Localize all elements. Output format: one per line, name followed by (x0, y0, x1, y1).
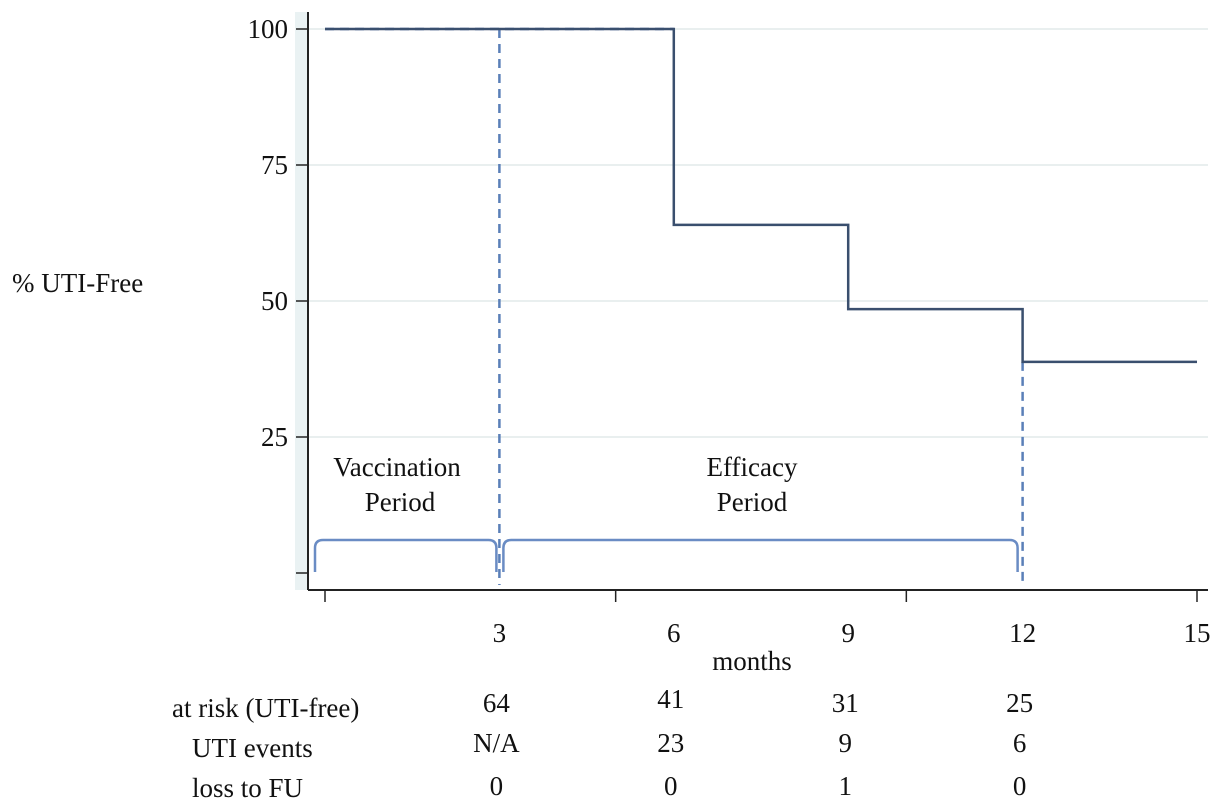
risk-value-r0-c2: 31 (832, 688, 859, 718)
risk-value-r1-c1: 23 (657, 728, 684, 758)
risk-value-r0-c1: 41 (657, 684, 684, 714)
survival-step-line (325, 27, 1197, 364)
y-tick-label-25: 25 (261, 422, 288, 452)
labels: % UTI-Free months Vaccination Period Eff… (12, 268, 798, 803)
y-tick-label-100: 100 (248, 14, 289, 44)
x-tick-label-6: 6 (667, 618, 681, 648)
risk-table-values: 64 41 31 25 N/A 23 9 6 0 0 1 0 (473, 684, 1033, 801)
efficacy-period-label-line2: Period (717, 487, 788, 517)
risk-value-r2-c1: 0 (664, 771, 678, 801)
risk-value-r1-c2: 9 (838, 728, 852, 758)
y-tick-label-75: 75 (261, 150, 288, 180)
y-tick-label-50: 50 (261, 286, 288, 316)
x-tick-label-15: 15 (1184, 618, 1211, 648)
risk-value-r0-c3: 25 (1006, 688, 1033, 718)
period-brackets (313, 538, 1019, 572)
risk-value-r2-c0: 0 (490, 771, 504, 801)
x-axis-title: months (712, 646, 792, 676)
efficacy-period-label-line1: Efficacy (707, 452, 798, 482)
axes: 100 75 50 25 3 6 9 12 15 (248, 12, 1211, 648)
risk-row-label-loss-to-fu: loss to FU (192, 773, 303, 803)
survival-series (324, 27, 1198, 364)
x-tick-label-9: 9 (841, 618, 855, 648)
risk-row-label-uti-events: UTI events (192, 733, 313, 763)
risk-value-r2-c3: 0 (1013, 771, 1027, 801)
x-tick-label-3: 3 (493, 618, 507, 648)
risk-row-label-at-risk: at risk (UTI-free) (172, 693, 359, 723)
period-bracket-vaccination (313, 538, 498, 572)
period-bracket-efficacy (502, 538, 1019, 572)
risk-value-r0-c0: 64 (483, 688, 511, 718)
x-tick-label-12: 12 (1009, 618, 1036, 648)
vaccination-period-label-line1: Vaccination (333, 452, 461, 482)
risk-value-r2-c2: 1 (838, 771, 852, 801)
vaccination-period-label-line2: Period (365, 487, 436, 517)
risk-value-r1-c3: 6 (1013, 728, 1027, 758)
y-axis-title: % UTI-Free (12, 268, 143, 298)
risk-value-r1-c0: N/A (473, 728, 520, 758)
